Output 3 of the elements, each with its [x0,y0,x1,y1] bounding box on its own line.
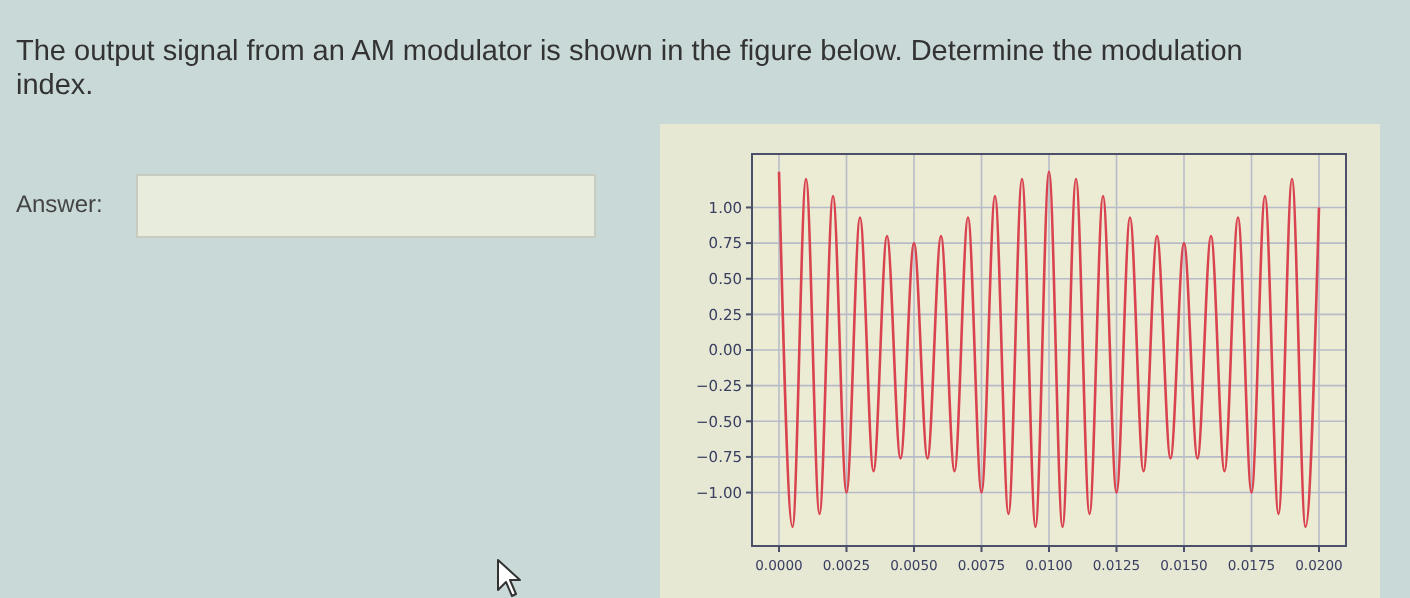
line-series [777,170,1321,529]
chart-title: The output signal from an AM modulator is shown in the figure below. Determine the modulation index. [16,36,1245,104]
text: Answer: [16,190,103,218]
